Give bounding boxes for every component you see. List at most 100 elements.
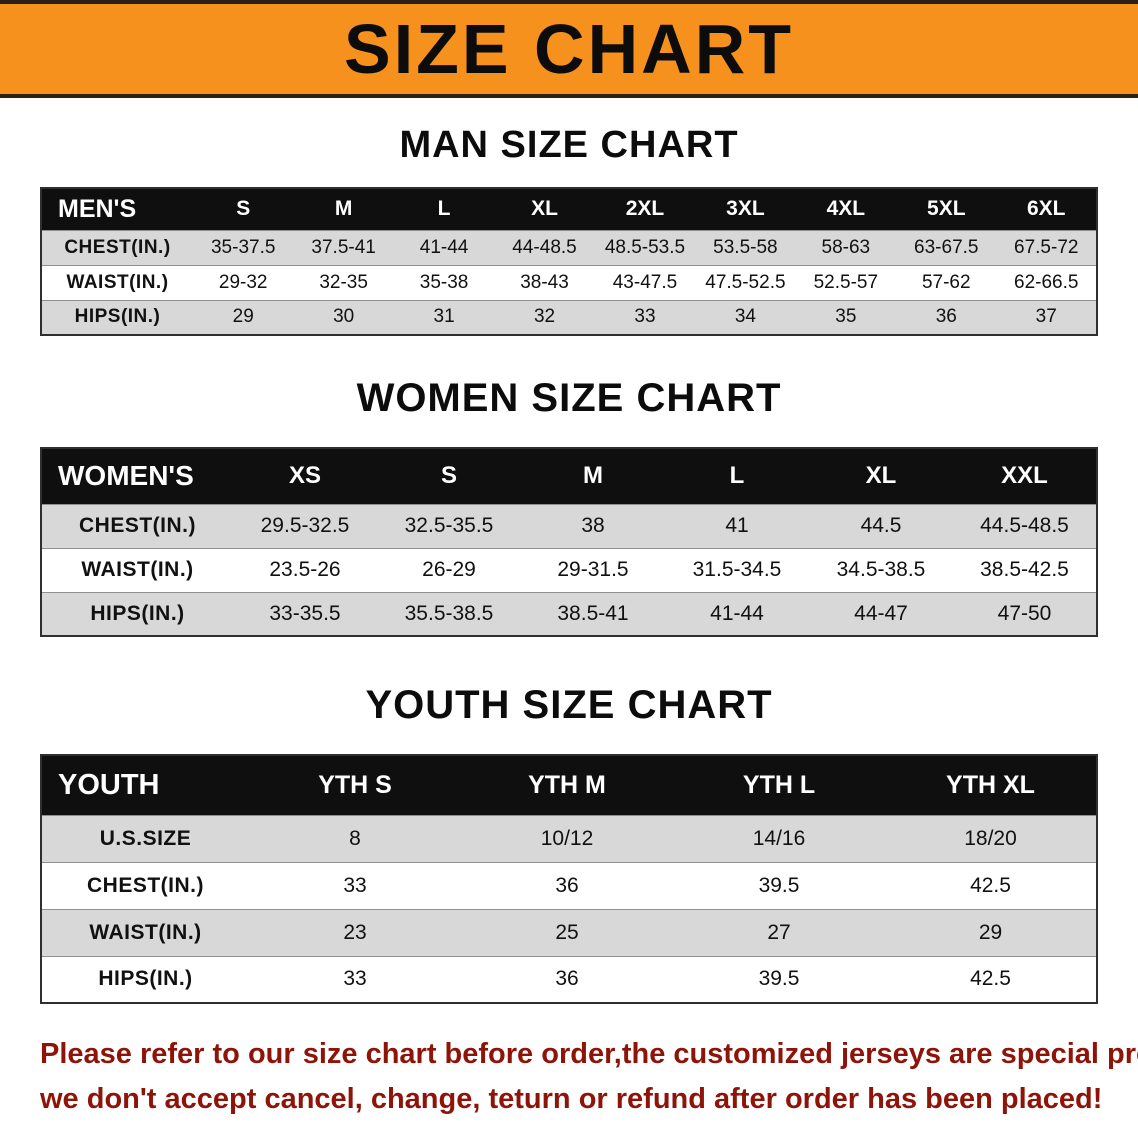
- youth-section: YOUTH SIZE CHART YOUTH YTH S YTH M YTH L…: [0, 683, 1138, 1004]
- size-value-cell: 30: [333, 306, 355, 328]
- disclaimer-line-2: we don't accept cancel, change, teturn o…: [40, 1082, 1103, 1115]
- size-header-cell: YTH L: [673, 755, 885, 815]
- size-value-cell: 33: [634, 306, 656, 328]
- size-value-cell: 47-50: [997, 601, 1052, 625]
- men-chest-row: CHEST(IN.) 35-37.5 37.5-41 41-44 44-48.5…: [41, 230, 1097, 265]
- men-section: MAN SIZE CHART MEN'S S M L XL 2XL 3XL 4X…: [0, 124, 1138, 336]
- size-value-cell: 53.5-58: [713, 236, 778, 258]
- women-header-label: WOMEN'S: [41, 448, 233, 504]
- size-value-cell: 34.5-38.5: [836, 558, 926, 581]
- size-value-cell: 42.5: [970, 873, 1011, 897]
- row-label-cell: CHEST(IN.): [79, 514, 196, 537]
- size-header-cell: YTH M: [461, 755, 673, 815]
- size-value-cell: 62-66.5: [1014, 271, 1079, 293]
- size-header-cell: YTH XL: [885, 755, 1097, 815]
- size-value-cell: 52.5-57: [813, 271, 879, 293]
- women-header-row: WOMEN'S XS S M L XL XXL: [41, 448, 1097, 504]
- size-value-cell: 44.5: [860, 514, 902, 537]
- size-value-cell: 41: [725, 514, 749, 537]
- women-heading: WOMEN SIZE CHART: [356, 376, 782, 420]
- women-size-table: WOMEN'S XS S M L XL XXL CHEST(IN.) 29.5-…: [40, 447, 1098, 637]
- men-size-table: MEN'S S M L XL 2XL 3XL 4XL 5XL 6XL CHEST…: [40, 187, 1098, 336]
- size-value-cell: 67.5-72: [1014, 236, 1079, 258]
- size-value-cell: 14/16: [752, 826, 806, 850]
- women-chest-row: CHEST(IN.) 29.5-32.5 32.5-35.5 38 41 44.…: [41, 504, 1097, 548]
- size-header-cell: XL: [809, 448, 953, 504]
- disclaimer-line-1: Please refer to our size chart before or…: [40, 1038, 1138, 1070]
- row-label-cell: WAIST(IN.): [81, 558, 194, 581]
- size-value-cell: 33: [343, 873, 367, 897]
- size-header-cell: 2XL: [594, 188, 696, 230]
- row-label-cell: HIPS(IN.): [74, 306, 161, 328]
- page-title: SIZE CHART: [344, 10, 794, 88]
- size-value-cell: 38: [581, 514, 605, 537]
- row-label-cell: HIPS(IN.): [98, 967, 193, 991]
- youth-ussize-row: U.S.SIZE 8 10/12 14/16 18/20: [41, 815, 1097, 862]
- size-header-cell: XS: [233, 448, 377, 504]
- women-hips-row: HIPS(IN.) 33-35.5 35.5-38.5 38.5-41 41-4…: [41, 592, 1097, 636]
- size-value-cell: 35-37.5: [210, 236, 276, 258]
- size-value-cell: 41-44: [419, 236, 469, 258]
- row-label-cell: CHEST(IN.): [87, 873, 204, 897]
- men-hips-row: HIPS(IN.) 29 30 31 32 33 34 35 36 37: [41, 300, 1097, 335]
- size-value-cell: 32-35: [319, 271, 368, 293]
- disclaimer-note: Please refer to our size chart before or…: [40, 1032, 1138, 1122]
- size-header-cell: M: [293, 188, 394, 230]
- size-value-cell: 43-47.5: [612, 271, 678, 293]
- size-value-cell: 37: [1035, 306, 1057, 328]
- size-value-cell: 23.5-26: [269, 558, 341, 581]
- size-header-cell: S: [377, 448, 521, 504]
- size-header-cell: M: [521, 448, 665, 504]
- size-value-cell: 35.5-38.5: [404, 601, 494, 625]
- row-label-cell: CHEST(IN.): [64, 236, 171, 258]
- youth-heading: YOUTH SIZE CHART: [365, 683, 773, 727]
- size-value-cell: 29: [978, 920, 1003, 944]
- size-value-cell: 31: [433, 306, 455, 328]
- row-label-cell: U.S.SIZE: [99, 826, 192, 850]
- size-value-cell: 33: [343, 967, 367, 991]
- size-value-cell: 29-31.5: [557, 558, 629, 581]
- size-value-cell: 34: [734, 306, 756, 328]
- size-header-cell: S: [193, 188, 294, 230]
- size-value-cell: 23: [343, 920, 367, 944]
- youth-chest-row: CHEST(IN.) 33 36 39.5 42.5: [41, 862, 1097, 909]
- size-value-cell: 37.5-41: [311, 236, 376, 258]
- size-value-cell: 25: [555, 920, 579, 944]
- size-value-cell: 38-43: [520, 271, 569, 293]
- size-value-cell: 48.5-53.5: [604, 236, 686, 258]
- size-value-cell: 31.5-34.5: [692, 558, 782, 581]
- size-header-cell: 4XL: [795, 188, 897, 230]
- men-header-label: MEN'S: [41, 188, 193, 230]
- size-value-cell: 39.5: [758, 967, 800, 991]
- size-value-cell: 29.5-32.5: [260, 514, 350, 537]
- women-section: WOMEN SIZE CHART WOMEN'S XS S M L XL XXL…: [0, 376, 1138, 637]
- size-value-cell: 36: [555, 873, 579, 897]
- youth-waist-row: WAIST(IN.) 23 25 27 29: [41, 909, 1097, 956]
- size-value-cell: 39.5: [758, 873, 800, 897]
- size-value-cell: 32: [533, 306, 556, 328]
- size-header-cell: XXL: [953, 448, 1097, 504]
- size-value-cell: 36: [935, 306, 957, 328]
- size-value-cell: 29-32: [218, 271, 268, 293]
- size-value-cell: 58-63: [821, 236, 871, 258]
- size-value-cell: 35: [835, 306, 857, 328]
- women-waist-row: WAIST(IN.) 23.5-26 26-29 29-31.5 31.5-34…: [41, 548, 1097, 592]
- size-value-cell: 63-67.5: [914, 236, 979, 258]
- row-label-cell: WAIST(IN.): [66, 271, 169, 293]
- size-value-cell: 38.5-42.5: [980, 558, 1069, 581]
- size-value-cell: 41-44: [710, 601, 764, 625]
- men-header-row: MEN'S S M L XL 2XL 3XL 4XL 5XL 6XL: [41, 188, 1097, 230]
- youth-header-row: YOUTH YTH S YTH M YTH L YTH XL: [41, 755, 1097, 815]
- size-value-cell: 44-47: [854, 601, 908, 625]
- size-header-cell: 3XL: [695, 188, 796, 230]
- size-value-cell: 35-38: [419, 271, 469, 293]
- youth-header-label: YOUTH: [41, 755, 249, 815]
- size-value-cell: 57-62: [921, 271, 971, 293]
- size-value-cell: 33-35.5: [269, 601, 341, 625]
- size-header-cell: XL: [494, 188, 595, 230]
- youth-size-table: YOUTH YTH S YTH M YTH L YTH XL U.S.SIZE …: [40, 754, 1098, 1004]
- size-header-cell: L: [665, 448, 809, 504]
- banner: SIZE CHART: [0, 0, 1138, 98]
- size-value-cell: 29: [232, 306, 254, 328]
- size-header-cell: YTH S: [249, 755, 461, 815]
